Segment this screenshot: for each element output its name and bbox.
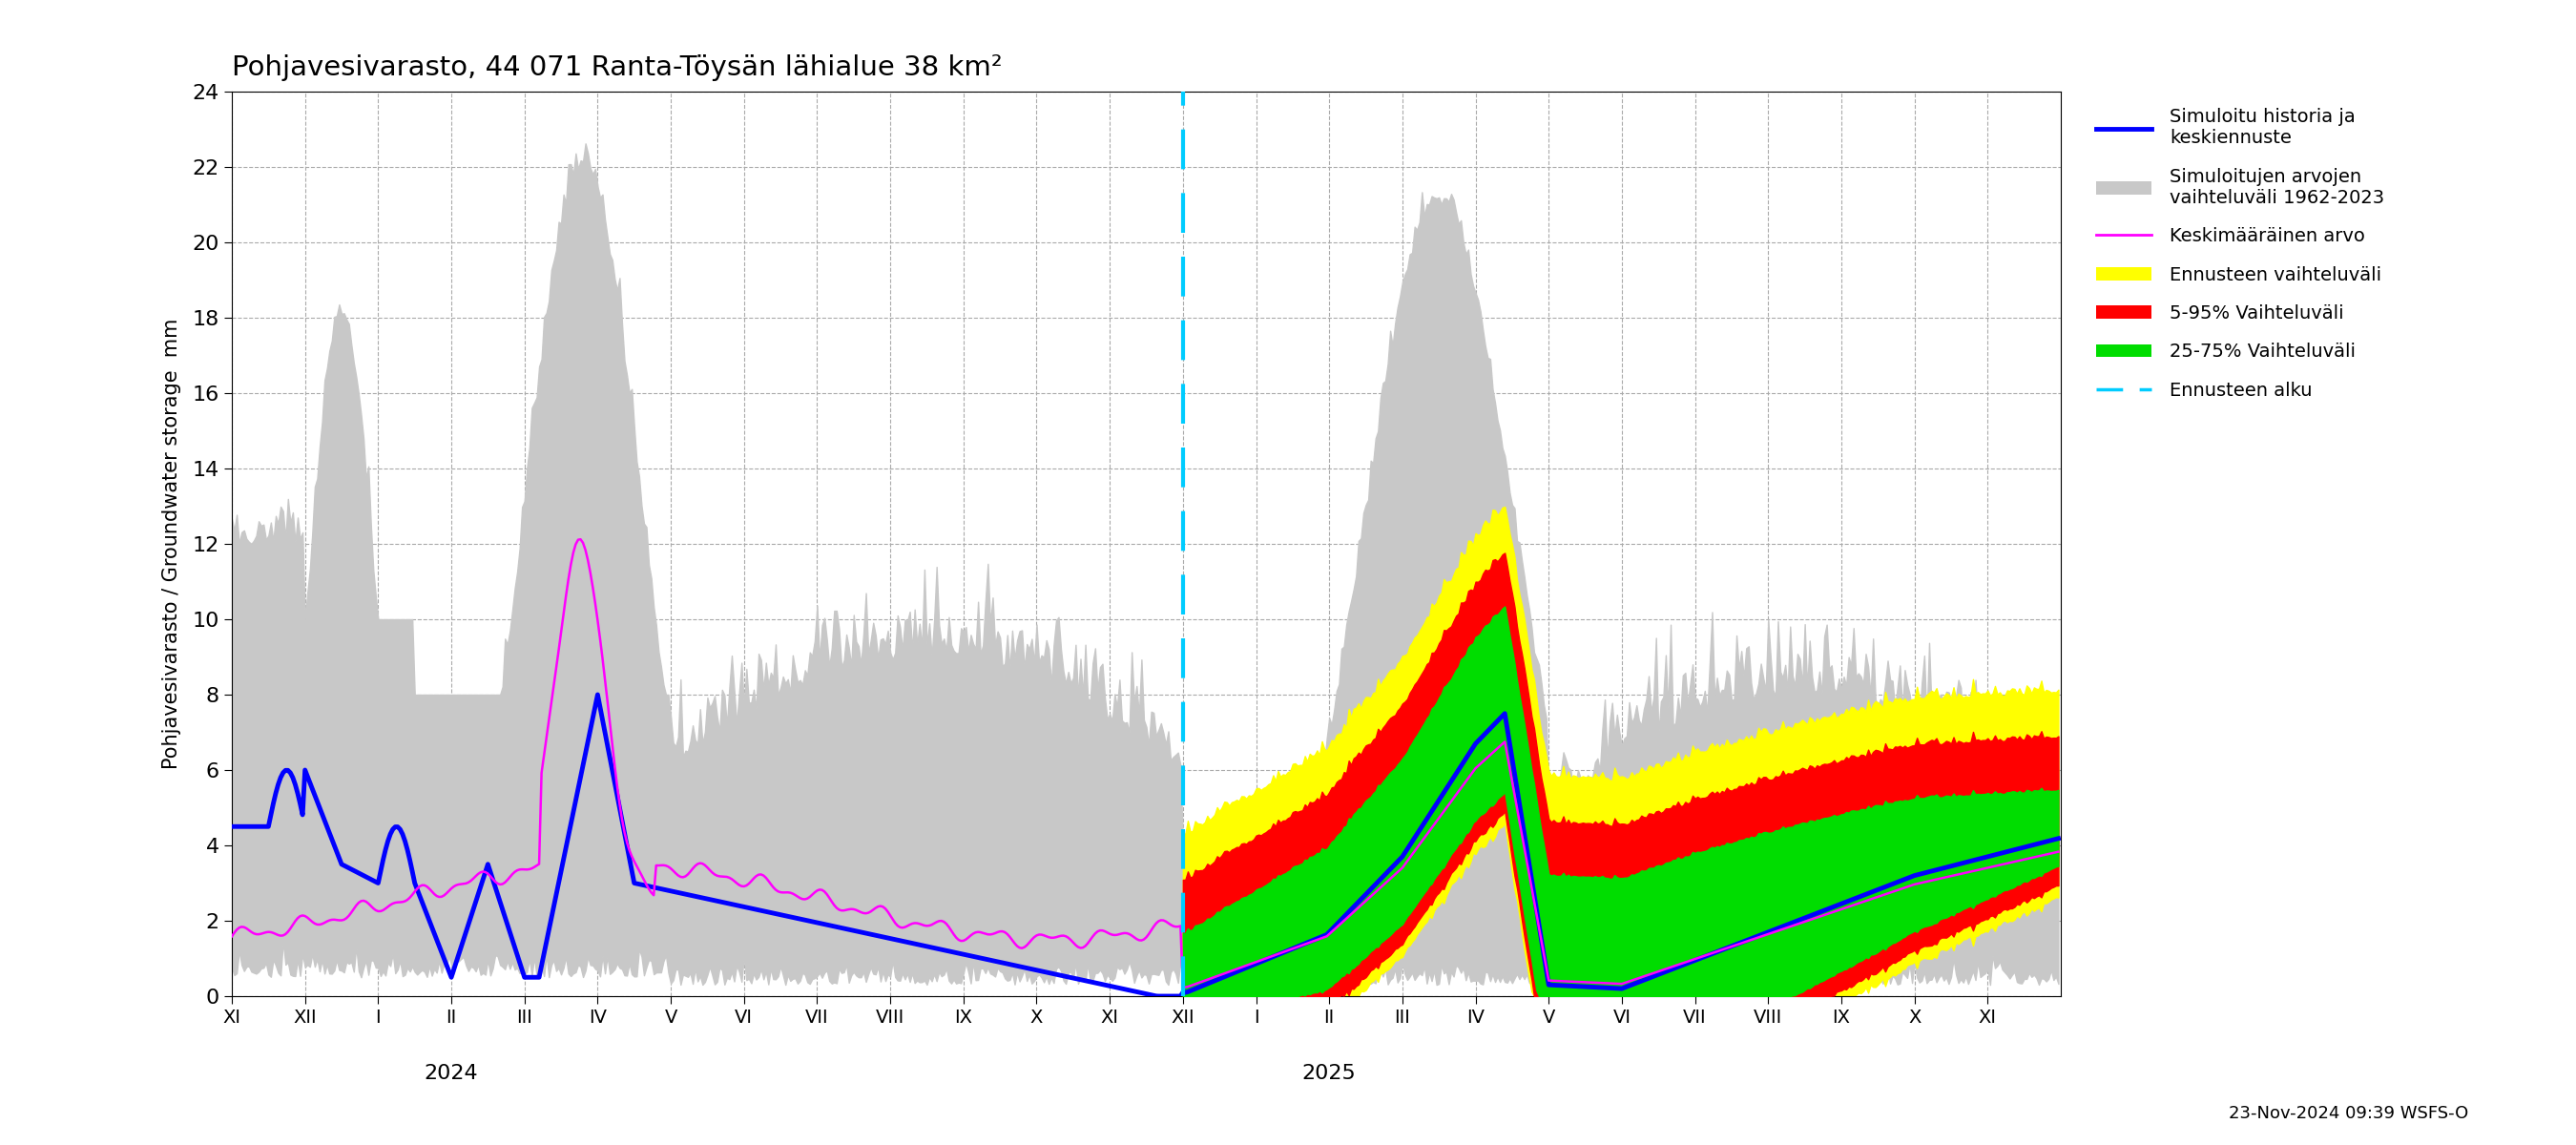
Legend: Simuloitu historia ja
keskiennuste, Simuloitujen arvojen
vaihteluväli 1962-2023,: Simuloitu historia ja keskiennuste, Simu…	[2089, 101, 2393, 408]
Text: 2025: 2025	[1301, 1064, 1358, 1083]
Text: 2024: 2024	[425, 1064, 479, 1083]
Text: 23-Nov-2024 09:39 WSFS-O: 23-Nov-2024 09:39 WSFS-O	[2228, 1105, 2468, 1122]
Text: Pohjavesivarasto, 44 071 Ranta-Töysän lähialue 38 km²: Pohjavesivarasto, 44 071 Ranta-Töysän lä…	[232, 55, 1002, 81]
Y-axis label: Pohjavesivarasto / Groundwater storage  mm: Pohjavesivarasto / Groundwater storage m…	[162, 318, 180, 769]
